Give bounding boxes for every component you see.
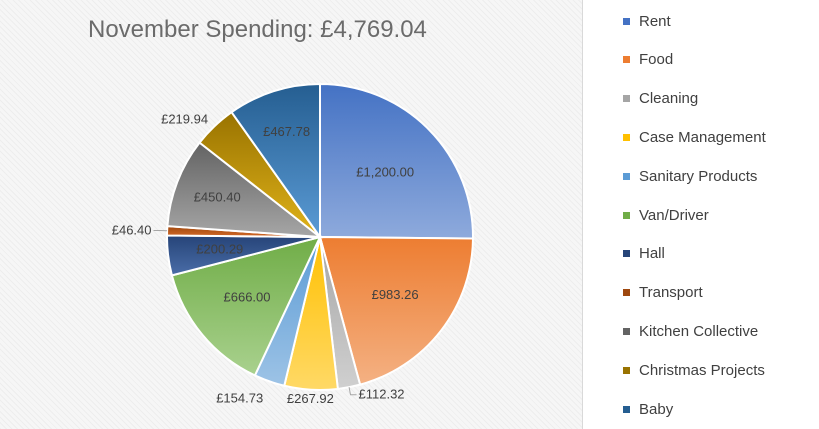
pie-slice-baby — [230, 82, 321, 241]
data-label-rent: £1,200.00 — [356, 164, 414, 179]
data-label-christmas-projects: £219.94 — [161, 112, 208, 127]
legend-item-van-driver: Van/Driver — [623, 205, 709, 225]
legend-label: Transport — [639, 284, 703, 302]
legend-label: Kitchen Collective — [639, 322, 759, 340]
legend-label: Baby — [639, 400, 674, 418]
legend-item-hall: Hall — [623, 244, 665, 264]
legend-swatch — [623, 289, 630, 297]
legend-swatch — [623, 172, 630, 180]
leader-line-cleaning — [348, 387, 357, 396]
legend-item-christmas-projects: Christmas Projects — [623, 360, 765, 380]
legend-label: Cleaning — [639, 90, 699, 108]
legend-swatch — [623, 405, 630, 413]
pie-slice-van-driver — [170, 235, 322, 377]
pie-chart: £1,200.00 £983.26 £112.32 £267.92 £154.73 £66… — [112, 82, 475, 406]
legend-label: Van/Driver — [639, 206, 709, 224]
legend-label: Case Management — [639, 128, 766, 146]
legend-label: Food — [639, 51, 674, 69]
pie-slice-food — [318, 235, 475, 386]
data-label-food: £983.26 — [372, 287, 419, 302]
legend-label: Hall — [639, 245, 665, 263]
legend-swatch — [623, 250, 630, 258]
legend-label: Rent — [639, 12, 671, 30]
legend-swatch — [623, 56, 630, 64]
data-label-baby: £467.78 — [263, 124, 310, 139]
legend-swatch — [623, 95, 630, 103]
data-label-cleaning: £112.32 — [359, 387, 405, 402]
chart-title: November Spending: £4,769.04 — [88, 16, 427, 43]
legend-item-rent: Rent — [623, 11, 671, 31]
legend-item-transport: Transport — [623, 283, 703, 303]
legend: Rent Food Cleaning Case Management Sanitary … — [583, 0, 819, 429]
legend-swatch — [623, 211, 630, 219]
legend-item-food: Food — [623, 50, 673, 70]
legend-swatch — [623, 327, 630, 335]
legend-label: Christmas Projects — [639, 361, 765, 379]
data-label-van-driver: £666.00 — [224, 290, 271, 305]
legend-item-sanitary-products: Sanitary Products — [623, 166, 757, 186]
data-label-sanitary-products: £154.73 — [216, 391, 263, 406]
legend-item-cleaning: Cleaning — [623, 89, 698, 109]
data-label-kitchen-collective: £450.40 — [194, 189, 241, 204]
data-label-hall: £200.29 — [196, 241, 243, 256]
pie-slice-kitchen-collective — [166, 141, 324, 239]
legend-item-kitchen-collective: Kitchen Collective — [623, 321, 758, 341]
legend-label: Sanitary Products — [639, 167, 758, 185]
legend-swatch — [623, 366, 630, 374]
data-label-transport: £46.40 — [112, 223, 152, 238]
legend-swatch — [623, 17, 630, 25]
pie-slice-rent — [319, 82, 474, 240]
legend-item-case-management: Case Management — [623, 127, 766, 147]
data-label-case-management: £267.92 — [287, 391, 334, 406]
legend-item-baby: Baby — [623, 399, 673, 419]
legend-swatch — [623, 133, 630, 141]
chart-area: November Spending: £4,769.04 £1,200.00 £9… — [0, 0, 583, 429]
